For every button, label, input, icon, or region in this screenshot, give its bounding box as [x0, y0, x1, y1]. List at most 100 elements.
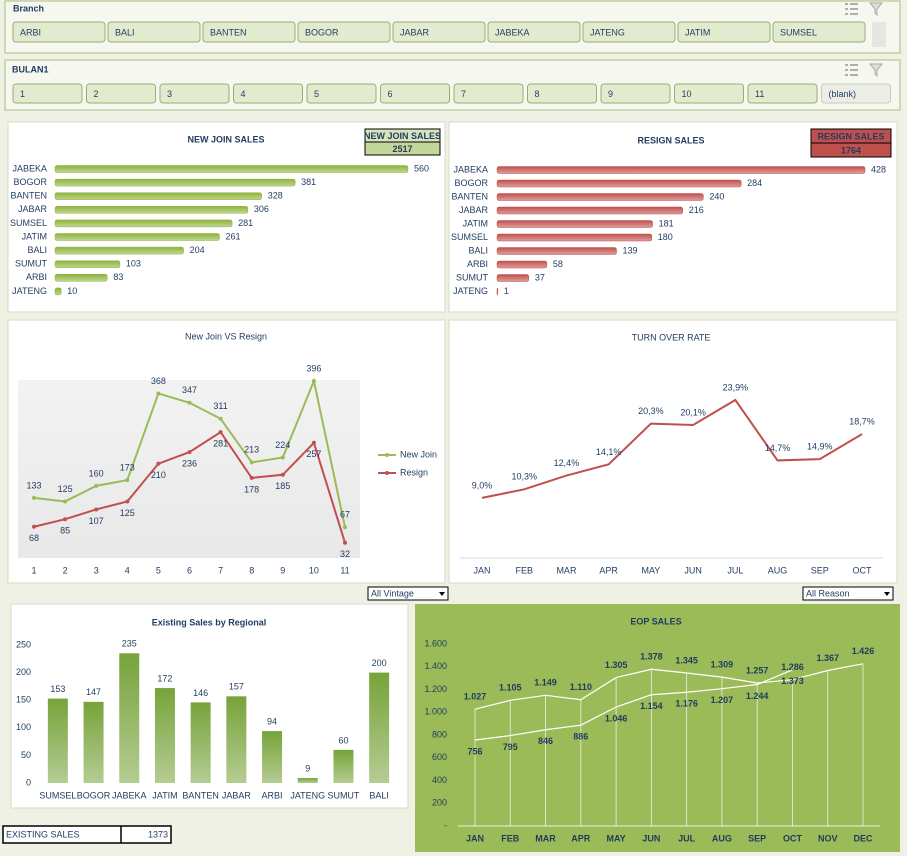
bar [154, 688, 175, 783]
bar [262, 731, 283, 783]
slicer-button[interactable] [487, 21, 581, 43]
slicer-button[interactable] [159, 83, 230, 104]
slicer-button-label[interactable]: SUMSEL [780, 27, 817, 37]
slicer-button-label[interactable]: 10 [682, 89, 692, 99]
x-tick-label: JAN [473, 565, 490, 575]
slicer-button[interactable] [747, 83, 818, 104]
x-tick-label: JATIM [152, 790, 177, 800]
value-label: 311 [213, 401, 227, 411]
slicer-button-label[interactable]: 4 [241, 89, 246, 99]
value-label: 381 [301, 177, 316, 187]
slicer-button[interactable] [453, 83, 524, 104]
slicer-button[interactable] [527, 83, 597, 104]
value-label: 1 [504, 286, 509, 296]
slicer-button[interactable] [677, 21, 771, 43]
clear-filter-icon [868, 63, 884, 78]
category-label: BOGOR [454, 178, 488, 188]
slicer-button-label[interactable]: 6 [388, 89, 393, 99]
value-label: 20,1% [680, 407, 706, 417]
slicer-button[interactable] [392, 21, 486, 43]
slicer-button-label[interactable]: BALI [115, 27, 135, 37]
category-label: SUMUT [15, 259, 47, 269]
category-label: BALI [27, 245, 47, 255]
dropdown[interactable] [367, 586, 449, 601]
x-tick-label: 2 [63, 565, 68, 575]
slicer-button-label[interactable]: 1 [20, 89, 25, 99]
point-marker [249, 475, 254, 480]
slicer-button-label[interactable]: 9 [608, 89, 613, 99]
x-tick-label: AUG [768, 565, 788, 575]
slicer-button-label[interactable]: JATENG [590, 27, 625, 37]
slicer-button[interactable] [821, 83, 891, 104]
point-marker [63, 517, 68, 522]
slicer-button[interactable] [306, 83, 377, 104]
slicer-button-label[interactable]: (blank) [829, 89, 857, 99]
slicer-button-label[interactable]: JATIM [685, 27, 710, 37]
value-label: 1.378 [640, 652, 663, 662]
point-marker [187, 400, 192, 405]
value-label: 103 [126, 259, 141, 269]
chart-title: RESIGN SALES [637, 135, 704, 145]
slicer-button-label[interactable]: BOGOR [305, 27, 339, 37]
value-label: 1.309 [711, 659, 734, 669]
bar [54, 246, 184, 255]
slicer-button-label[interactable]: 11 [755, 89, 764, 99]
point-marker [280, 455, 285, 460]
x-tick-label: MAY [641, 565, 660, 575]
slicer-button[interactable] [233, 83, 303, 104]
point-marker [343, 525, 347, 530]
slicer-button[interactable] [86, 83, 156, 104]
value-label: 146 [193, 688, 208, 698]
dropdown-label[interactable]: All Reason [806, 588, 850, 598]
dropdown[interactable] [802, 586, 894, 601]
x-tick-label: JUL [678, 833, 696, 843]
slicer-button-label[interactable]: JABEKA [495, 27, 530, 37]
x-tick-label: FEB [515, 565, 533, 575]
slicer-button-label[interactable]: 2 [94, 89, 99, 99]
value-label: 14,7% [765, 443, 791, 453]
x-tick-label: APR [599, 565, 618, 575]
value-label: 1.207 [711, 695, 734, 705]
slicer-button[interactable] [380, 83, 450, 104]
point-marker [125, 478, 130, 483]
slicer-button-label[interactable]: JABAR [400, 27, 430, 37]
slicer-button[interactable] [600, 83, 671, 104]
chart-title: New Join VS Resign [185, 331, 267, 341]
slicer-button[interactable] [12, 83, 83, 104]
value-label: 9 [305, 763, 310, 773]
category-label: ARBI [467, 259, 488, 269]
y-tick-label: 1.600 [424, 638, 447, 648]
value-label: 1.286 [781, 662, 804, 672]
category-label: JATENG [12, 286, 47, 296]
slicer-button-label[interactable]: ARBI [20, 27, 41, 37]
summary-box [2, 825, 172, 844]
slicer-button[interactable] [674, 83, 744, 104]
value-label: 224 [275, 440, 290, 450]
slicer-button-label[interactable]: 8 [535, 89, 540, 99]
slicer-button[interactable] [297, 21, 391, 43]
multi-select-icon [845, 64, 858, 76]
slicer-button[interactable] [202, 21, 296, 43]
bar [496, 247, 617, 255]
badge-label: NEW JOIN SALES [364, 131, 441, 141]
y-tick-label: 50 [21, 750, 31, 760]
slicer-button-label[interactable]: 3 [167, 89, 172, 99]
x-tick-label: 5 [156, 565, 161, 575]
slicer-button[interactable] [107, 21, 201, 43]
x-tick-label: JABEKA [112, 790, 147, 800]
slicer-button-label[interactable]: 5 [314, 89, 319, 99]
value-label: 23,9% [723, 382, 749, 392]
slicer-button-label[interactable]: BANTEN [210, 27, 247, 37]
point-marker [311, 440, 316, 445]
slicer-button[interactable] [582, 21, 676, 43]
bar [496, 166, 866, 174]
slicer-button[interactable] [772, 21, 866, 43]
slicer-button-label[interactable]: 7 [461, 89, 466, 99]
bar [54, 219, 233, 228]
dropdown-label[interactable]: All Vintage [371, 588, 414, 598]
value-label: 1.257 [746, 665, 769, 675]
slicer-button[interactable] [12, 21, 106, 43]
y-tick-label: 800 [432, 729, 447, 739]
value-label: 94 [267, 716, 277, 726]
value-label: 139 [623, 245, 638, 255]
